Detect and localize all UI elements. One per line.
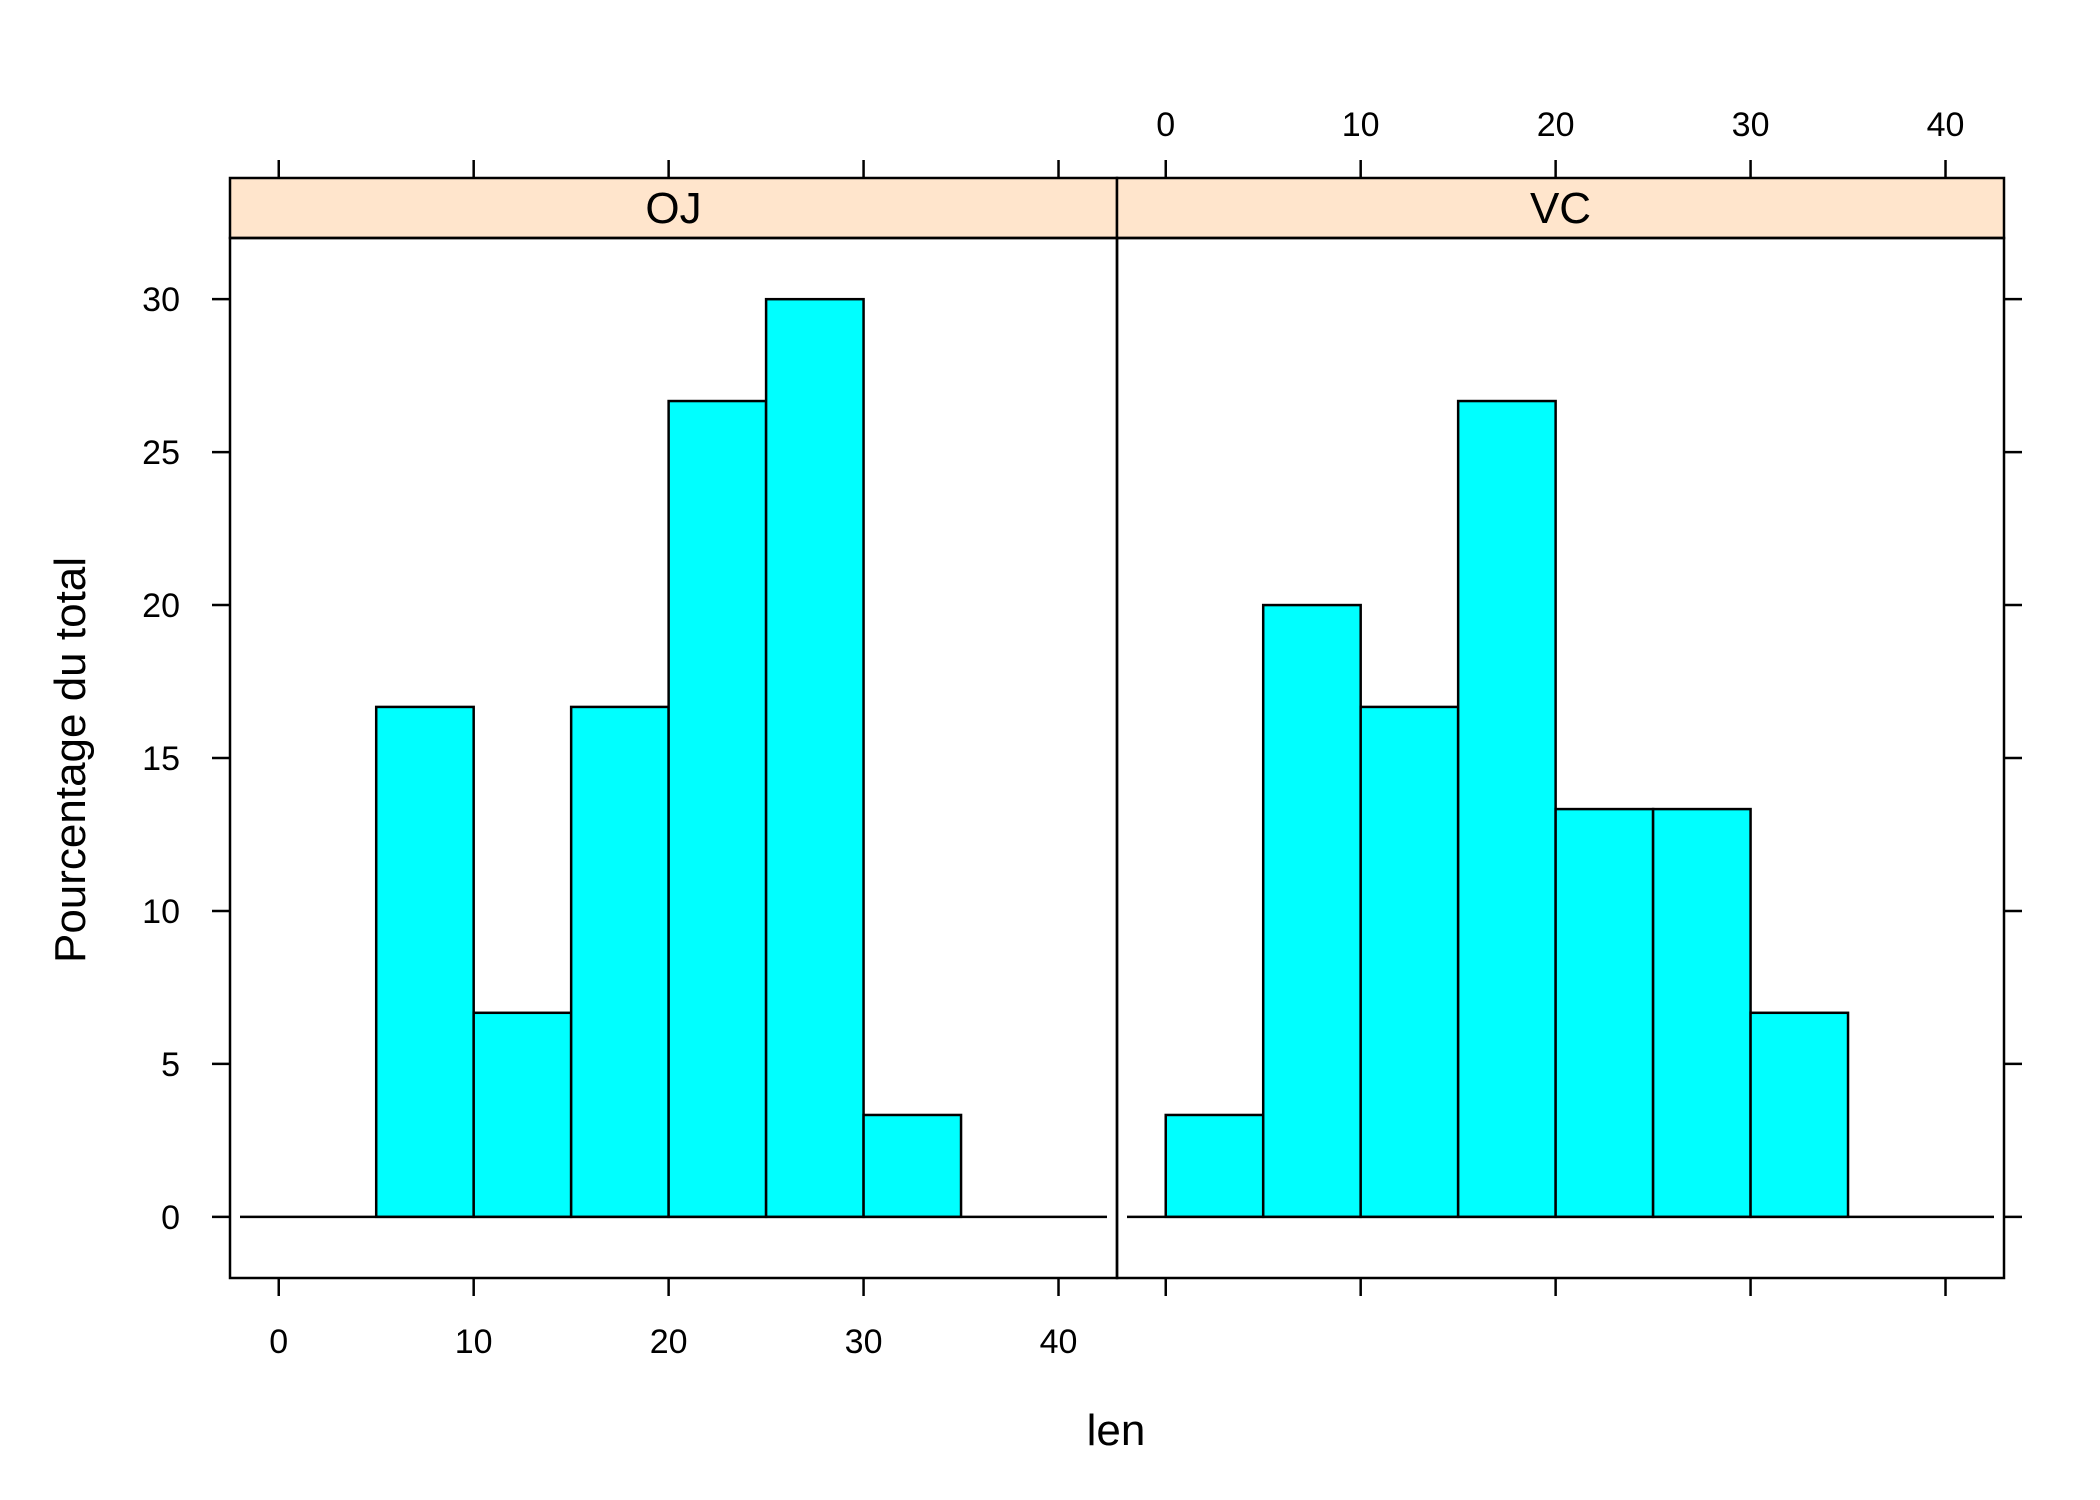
y-tick-label-20: 20 [142, 587, 180, 625]
strip-vc [1115, 176, 2006, 240]
x-axis-title: len [1087, 1406, 1146, 1455]
x-tick-label-vc-0: 0 [1156, 106, 1175, 144]
bar-vc-0 [1164, 1113, 1265, 1219]
bar-oj-3 [667, 399, 768, 1219]
x-tick-label-oj-20: 20 [650, 1323, 688, 1361]
y-tick-label-10: 10 [142, 893, 180, 931]
y-tick-label-15: 15 [142, 740, 180, 778]
x-tick-label-vc-40: 40 [1927, 106, 1965, 144]
x-tick-label-oj-0: 0 [269, 1323, 288, 1361]
y-axis-title: Pourcentage du total [46, 557, 95, 963]
y-tick-label-25: 25 [142, 434, 180, 472]
strip-oj [228, 176, 1119, 240]
bar-vc-5 [1651, 807, 1752, 1219]
x-tick-label-vc-30: 30 [1732, 106, 1770, 144]
bar-oj-5 [862, 1113, 963, 1219]
bar-oj-1 [472, 1011, 573, 1219]
y-tick-label-5: 5 [161, 1046, 180, 1084]
x-tick-label-oj-10: 10 [455, 1323, 493, 1361]
x-tick-label-vc-20: 20 [1537, 106, 1575, 144]
x-tick-label-oj-40: 40 [1040, 1323, 1078, 1361]
panels-layer: OJ 0 10 20 30 40 0 5 10 15 20 25 30 VC 0 10 20 30 40 [142, 106, 2022, 1361]
bar-vc-6 [1749, 1011, 1850, 1219]
y-tick-label-0: 0 [161, 1199, 180, 1237]
bar-vc-2 [1359, 705, 1460, 1219]
strip-label-vc: VC [1530, 184, 1591, 233]
bar-vc-1 [1261, 603, 1362, 1219]
y-tick-label-30: 30 [142, 281, 180, 319]
strip-label-oj: OJ [645, 184, 701, 233]
bar-oj-4 [764, 297, 865, 1219]
x-tick-label-oj-30: 30 [845, 1323, 883, 1361]
x-tick-label-vc-10: 10 [1342, 106, 1380, 144]
bar-vc-3 [1456, 399, 1557, 1219]
bar-vc-4 [1554, 807, 1655, 1219]
bar-oj-0 [374, 705, 475, 1219]
bar-oj-2 [569, 705, 670, 1219]
